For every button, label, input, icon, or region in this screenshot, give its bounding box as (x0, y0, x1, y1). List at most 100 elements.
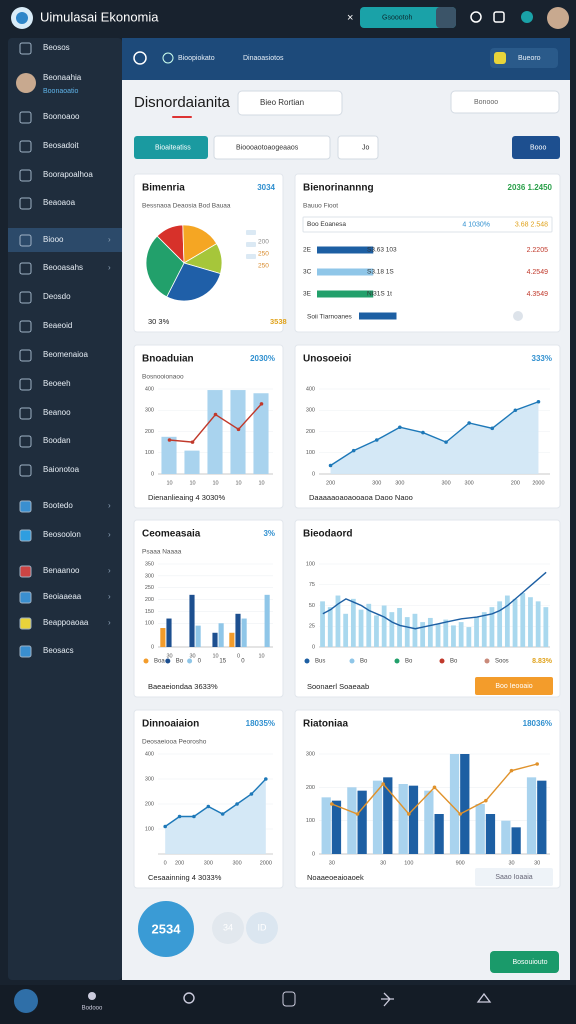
header-button[interactable] (490, 48, 558, 68)
search-text[interactable]: Bonooo (474, 99, 498, 106)
bar (218, 623, 224, 647)
sidebar-item[interactable]: Boorapoalhoa (43, 170, 93, 179)
sidebar-item[interactable]: Boonoaoo (43, 112, 80, 121)
point (490, 426, 495, 431)
legend-swatch (246, 254, 256, 259)
bar (374, 615, 379, 647)
filter-text[interactable]: Bioooaotoaogeaaos (236, 144, 299, 151)
sidebar-item[interactable]: Beosoolon (43, 530, 81, 539)
sidebar-item[interactable]: Beosacs (43, 646, 74, 655)
search-text[interactable]: Gsoootoh (382, 14, 412, 21)
filter-text[interactable]: Bioaiteatiss (155, 144, 191, 151)
bottom-button[interactable] (490, 951, 559, 973)
sidebar-item[interactable]: Biooo (43, 235, 64, 244)
sidebar-item[interactable]: Beoeeh (43, 379, 71, 388)
bar (435, 623, 441, 647)
sidebar-item[interactable]: Beoiaaeaa (43, 592, 82, 601)
nav-icon[interactable] (282, 991, 296, 1007)
bar (526, 777, 537, 854)
card-button-text[interactable]: Boo Ieooaio (495, 683, 532, 690)
nav-icon[interactable] (381, 992, 394, 1007)
hbar (317, 268, 374, 276)
stat-text: 2534 (152, 921, 182, 936)
card-footer: Dienanlieaing 4 3030% (148, 493, 225, 502)
sidebar-item[interactable]: Deosdo (43, 292, 71, 301)
action-button[interactable] (512, 136, 560, 159)
search-box[interactable] (360, 7, 456, 28)
legend-text: 15 (219, 659, 226, 665)
search[interactable] (450, 90, 560, 114)
bottom-button-text[interactable]: Bosouiouto (512, 959, 547, 966)
sidebar-item[interactable]: Bootedo (43, 501, 73, 510)
legend-swatch (246, 230, 256, 235)
icon (493, 11, 505, 23)
breadcrumb[interactable]: Bioopiokato (178, 55, 215, 62)
sidebar-item[interactable]: Baionotoa (43, 465, 80, 474)
y-tick-label: 0 (312, 644, 315, 650)
x-tick-label: 200 (175, 860, 184, 866)
sidebar-item[interactable]: Beaeoid (43, 321, 72, 330)
nav-icon[interactable] (476, 992, 492, 1003)
logo-small (133, 51, 147, 65)
sidebar-item[interactable]: Beooasahs (43, 263, 83, 272)
sidebar-item[interactable]: Beappoaoaa (43, 618, 89, 627)
card-button[interactable] (475, 868, 553, 886)
bar (475, 804, 485, 854)
breadcrumb[interactable]: Dinaoasiotos (243, 55, 284, 62)
action-text[interactable]: Booo (530, 144, 546, 151)
table-head-text: Boo Eoanesa (307, 221, 346, 228)
card-footer: 30 3% (148, 317, 170, 326)
card-badge: 3% (263, 529, 275, 538)
sidebar-item[interactable]: Beonaahia (43, 73, 82, 82)
y-tick-label: 100 (145, 826, 154, 832)
bar (443, 619, 449, 647)
x-tick-label: 30 (329, 860, 335, 866)
nav-icon[interactable] (183, 992, 195, 1004)
filter-text[interactable]: Jo (362, 144, 370, 151)
sidebar-item[interactable]: Beaoaoa (43, 198, 76, 207)
sidebar-item[interactable]: Beosadoit (43, 141, 79, 150)
bar (320, 601, 325, 647)
bar (207, 390, 223, 474)
nav-label[interactable]: Bodooo (82, 1006, 103, 1012)
bar (434, 814, 444, 854)
sidebar-item[interactable]: Beanoo (43, 408, 71, 417)
header-button-text[interactable]: Bueoro (518, 55, 541, 62)
card-footer: Noaaeoeaioaoek (307, 873, 364, 882)
bar (189, 594, 195, 647)
y-tick-label: 200 (306, 429, 315, 435)
sidebar (8, 38, 122, 980)
chevron: › (108, 530, 111, 539)
select-text[interactable]: Bieo Rortian (260, 98, 304, 107)
bar (357, 790, 367, 854)
sidebar-icon (19, 111, 32, 124)
card-subtitle: Bessnaoa Deaosia Bod Bauaa (142, 203, 231, 210)
y-tick-label: 200 (145, 429, 154, 435)
card-button[interactable] (475, 677, 553, 695)
sidebar-item[interactable]: Benaanoo (43, 566, 80, 575)
sidebar-item[interactable]: Beomenaioa (43, 350, 88, 359)
table-head (302, 216, 553, 233)
point (374, 438, 379, 442)
sidebar-item[interactable]: Beosos (43, 43, 70, 52)
card-button-text[interactable]: Saao Ioaaia (495, 874, 532, 881)
legend-dot (349, 658, 355, 664)
bar (485, 814, 496, 854)
bar (404, 617, 410, 647)
sidebar-icon (19, 529, 32, 542)
x-tick-label: 0 (164, 860, 167, 866)
close-icon: × (347, 12, 353, 24)
point (513, 408, 518, 413)
nav-icon[interactable] (88, 992, 96, 1000)
filter[interactable] (337, 135, 379, 160)
sidebar-item[interactable]: Boodan (43, 436, 71, 445)
area (165, 779, 266, 854)
sidebar-icon (19, 464, 32, 477)
bar (481, 612, 487, 647)
line (330, 401, 539, 467)
pie-slice (166, 262, 221, 302)
select[interactable] (237, 90, 343, 116)
nav-avatar[interactable] (14, 989, 38, 1013)
filter[interactable] (134, 136, 208, 159)
filter[interactable] (213, 135, 331, 160)
